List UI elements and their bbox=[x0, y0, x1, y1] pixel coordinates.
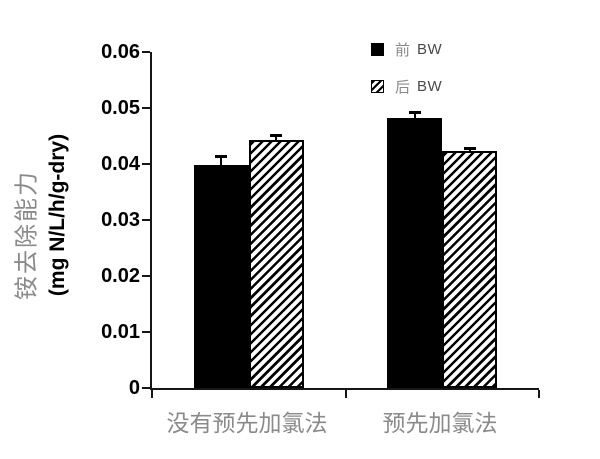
y-axis-tick-label: 0.01 bbox=[101, 321, 140, 343]
bar-after-bw-group1 bbox=[442, 151, 498, 388]
y-axis-tick-label: 0 bbox=[128, 377, 140, 399]
bar-before-bw-group0 bbox=[193, 165, 249, 388]
y-axis-tick-label: 0.02 bbox=[101, 265, 140, 287]
error-bar-cap bbox=[215, 155, 228, 158]
legend-label-latin: BW bbox=[417, 41, 443, 58]
y-axis-tick bbox=[142, 219, 150, 221]
y-axis-tick bbox=[142, 387, 150, 389]
error-bar-stem bbox=[275, 135, 278, 140]
error-bar-stem bbox=[413, 112, 416, 118]
y-axis-tick bbox=[142, 107, 150, 109]
legend-label-latin: BW bbox=[417, 78, 443, 95]
x-category-label-prechlorination: 预先加氯法 bbox=[382, 410, 498, 436]
plot-area: 0 0.01 0.02 0.03 0.04 0.05 0.06 bbox=[101, 41, 540, 399]
y-axis-tick bbox=[142, 163, 150, 165]
legend-label-cn: 后 bbox=[395, 79, 411, 96]
x-axis-tick bbox=[538, 390, 540, 398]
legend: 前 BW 后 BW bbox=[371, 41, 443, 117]
bar-before-bw-group1 bbox=[387, 118, 443, 388]
error-bar-stem bbox=[468, 148, 471, 151]
legend-swatch-diagonal-hatch bbox=[371, 80, 384, 93]
legend-item-before-bw: 前 BW bbox=[371, 41, 443, 59]
x-axis-tick bbox=[344, 390, 347, 398]
y-axis-tick bbox=[142, 275, 150, 277]
bar-after-bw-group0 bbox=[248, 140, 304, 388]
error-bar-cap bbox=[408, 111, 421, 114]
error-bar-stem bbox=[220, 156, 223, 165]
legend-item-after-bw: 后 BW bbox=[371, 78, 443, 96]
x-category-label-no-prechlorination: 没有预先加氯法 bbox=[166, 410, 328, 436]
error-bar-cap bbox=[463, 147, 476, 150]
y-axis-tick-label: 0.06 bbox=[101, 41, 140, 63]
y-axis-tick-label: 0.04 bbox=[101, 153, 140, 175]
y-axis-tick bbox=[142, 51, 150, 53]
y-axis-tick-label: 0.05 bbox=[101, 97, 140, 119]
y-axis-tick-label: 0.03 bbox=[101, 209, 140, 231]
legend-label-cn: 前 bbox=[395, 42, 411, 59]
error-bar-cap bbox=[270, 134, 283, 137]
y-axis-title-chinese: 铵去除能力 bbox=[13, 170, 41, 300]
y-axis-unit-label: (mg N/L/h/g-dry) bbox=[46, 133, 69, 297]
legend-swatch-solid-black bbox=[371, 43, 384, 56]
x-axis-tick bbox=[151, 390, 153, 398]
y-axis-tick bbox=[142, 331, 150, 333]
